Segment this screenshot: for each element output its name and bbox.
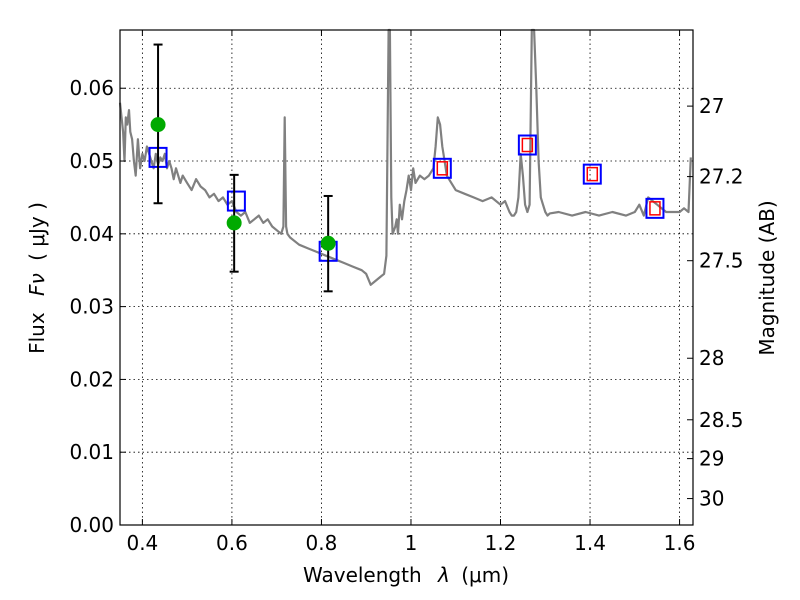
observed-flux-point: [150, 117, 166, 133]
observed-flux-point: [320, 235, 336, 251]
y-axis-title: Flux Fν ( μJy ): [25, 202, 49, 354]
y-tick-label: 0.01: [69, 440, 114, 464]
magnitude-tick-label: 27.5: [699, 249, 744, 273]
y-tick-label: 0.05: [69, 149, 114, 173]
template-spectrum-layer: [118, 28, 692, 286]
x-tick-label: 0.4: [126, 531, 158, 555]
magnitude-tick-label: 29: [699, 447, 724, 471]
y-tick-label: 0.04: [69, 222, 114, 246]
magnitude-tick-label: 28: [699, 346, 724, 370]
tick-layer: 0.4 0.6 0.8 1 1.2 1.4 1.6 0.00 0.01 0.02 0.03 0.04 0…: [69, 30, 744, 555]
y-tick-label: 0.00: [69, 513, 114, 537]
y2-axis-title: Magnitude (AB): [755, 200, 779, 355]
x-tick-label: 1.4: [574, 531, 606, 555]
x-tick-label: 0.8: [306, 531, 338, 555]
magnitude-tick-label: 27: [699, 94, 724, 118]
template-spectrum-line: [118, 28, 692, 286]
x-tick-label: 0.6: [216, 531, 248, 555]
x-axis-title: Wavelength λ (μm): [303, 563, 509, 587]
model-photometry-point: [645, 197, 665, 219]
y-tick-label: 0.02: [69, 367, 114, 391]
model-photometry-layer: [148, 134, 665, 262]
model-inner-marker: [586, 166, 599, 182]
observed-flux-layer: [150, 43, 336, 293]
y-tick-label: 0.03: [69, 295, 114, 319]
model-photometry-point: [226, 190, 246, 212]
y-tick-label: 0.06: [69, 76, 114, 100]
magnitude-tick-label: 30: [699, 487, 724, 511]
model-photometry-point: [582, 163, 602, 185]
grid-layer: [120, 30, 693, 526]
model-inner-marker: [521, 137, 534, 153]
model-photometry-point: [517, 134, 537, 156]
model-inner-marker: [649, 201, 661, 216]
magnitude-tick-label: 28.5: [699, 408, 744, 432]
x-tick-label: 1: [405, 531, 418, 555]
plot-frame: [119, 29, 694, 526]
observed-flux-point: [226, 215, 242, 231]
magnitude-tick-label: 27.2: [699, 165, 744, 189]
model-inner-marker: [436, 161, 449, 176]
x-tick-label: 1.2: [485, 531, 517, 555]
model-photometry-point: [432, 157, 452, 179]
x-tick-label: 1.6: [664, 531, 696, 555]
